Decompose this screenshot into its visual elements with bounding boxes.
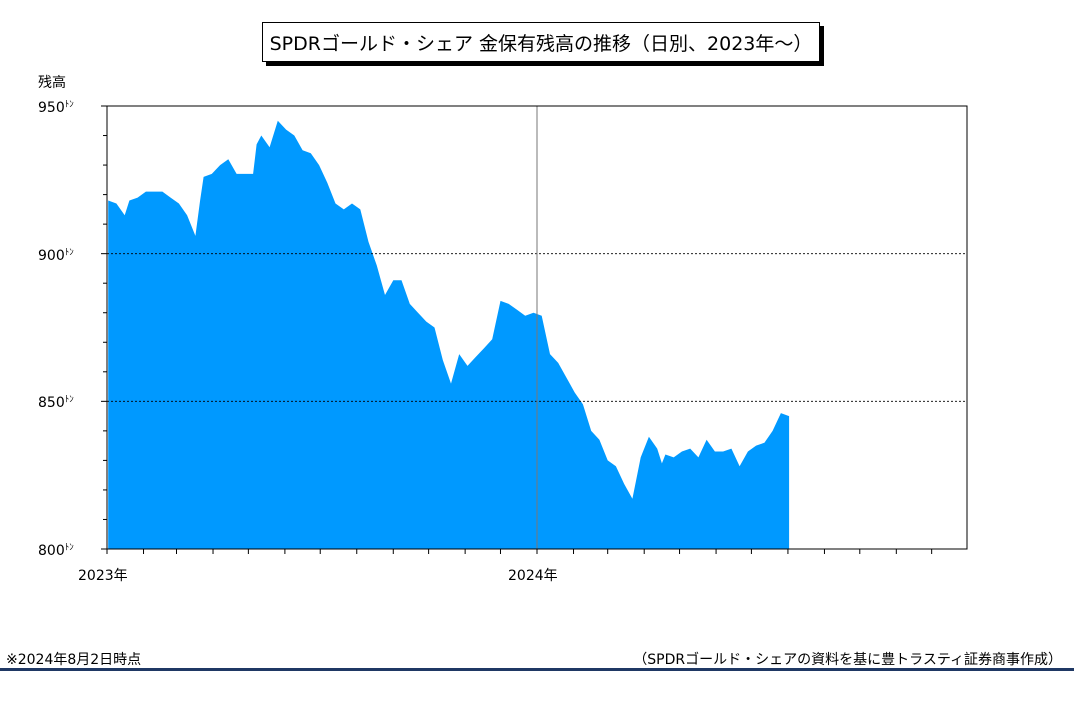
asof-note: ※2024年8月2日時点 [6, 652, 142, 668]
x-tick-label: 2023年 [78, 568, 128, 584]
y-tick-label: 950ﾄﾝ [38, 100, 74, 116]
y-axis-label: 残高 [38, 75, 66, 91]
source-note: （SPDRゴールド・シェアの資料を基に豊トラスティ証券商事作成） [633, 652, 1062, 668]
y-tick-label: 850ﾄﾝ [38, 395, 74, 412]
footer-rule [0, 668, 1074, 671]
balance-area [108, 120, 790, 550]
chart-title: SPDRゴールド・シェア 金保有残高の推移（日別、2023年～） [262, 22, 820, 62]
y-tick-label: 800ﾄﾝ [38, 543, 74, 559]
x-tick-label: 2024年 [508, 568, 558, 584]
y-tick-label: 900ﾄﾝ [38, 247, 74, 264]
